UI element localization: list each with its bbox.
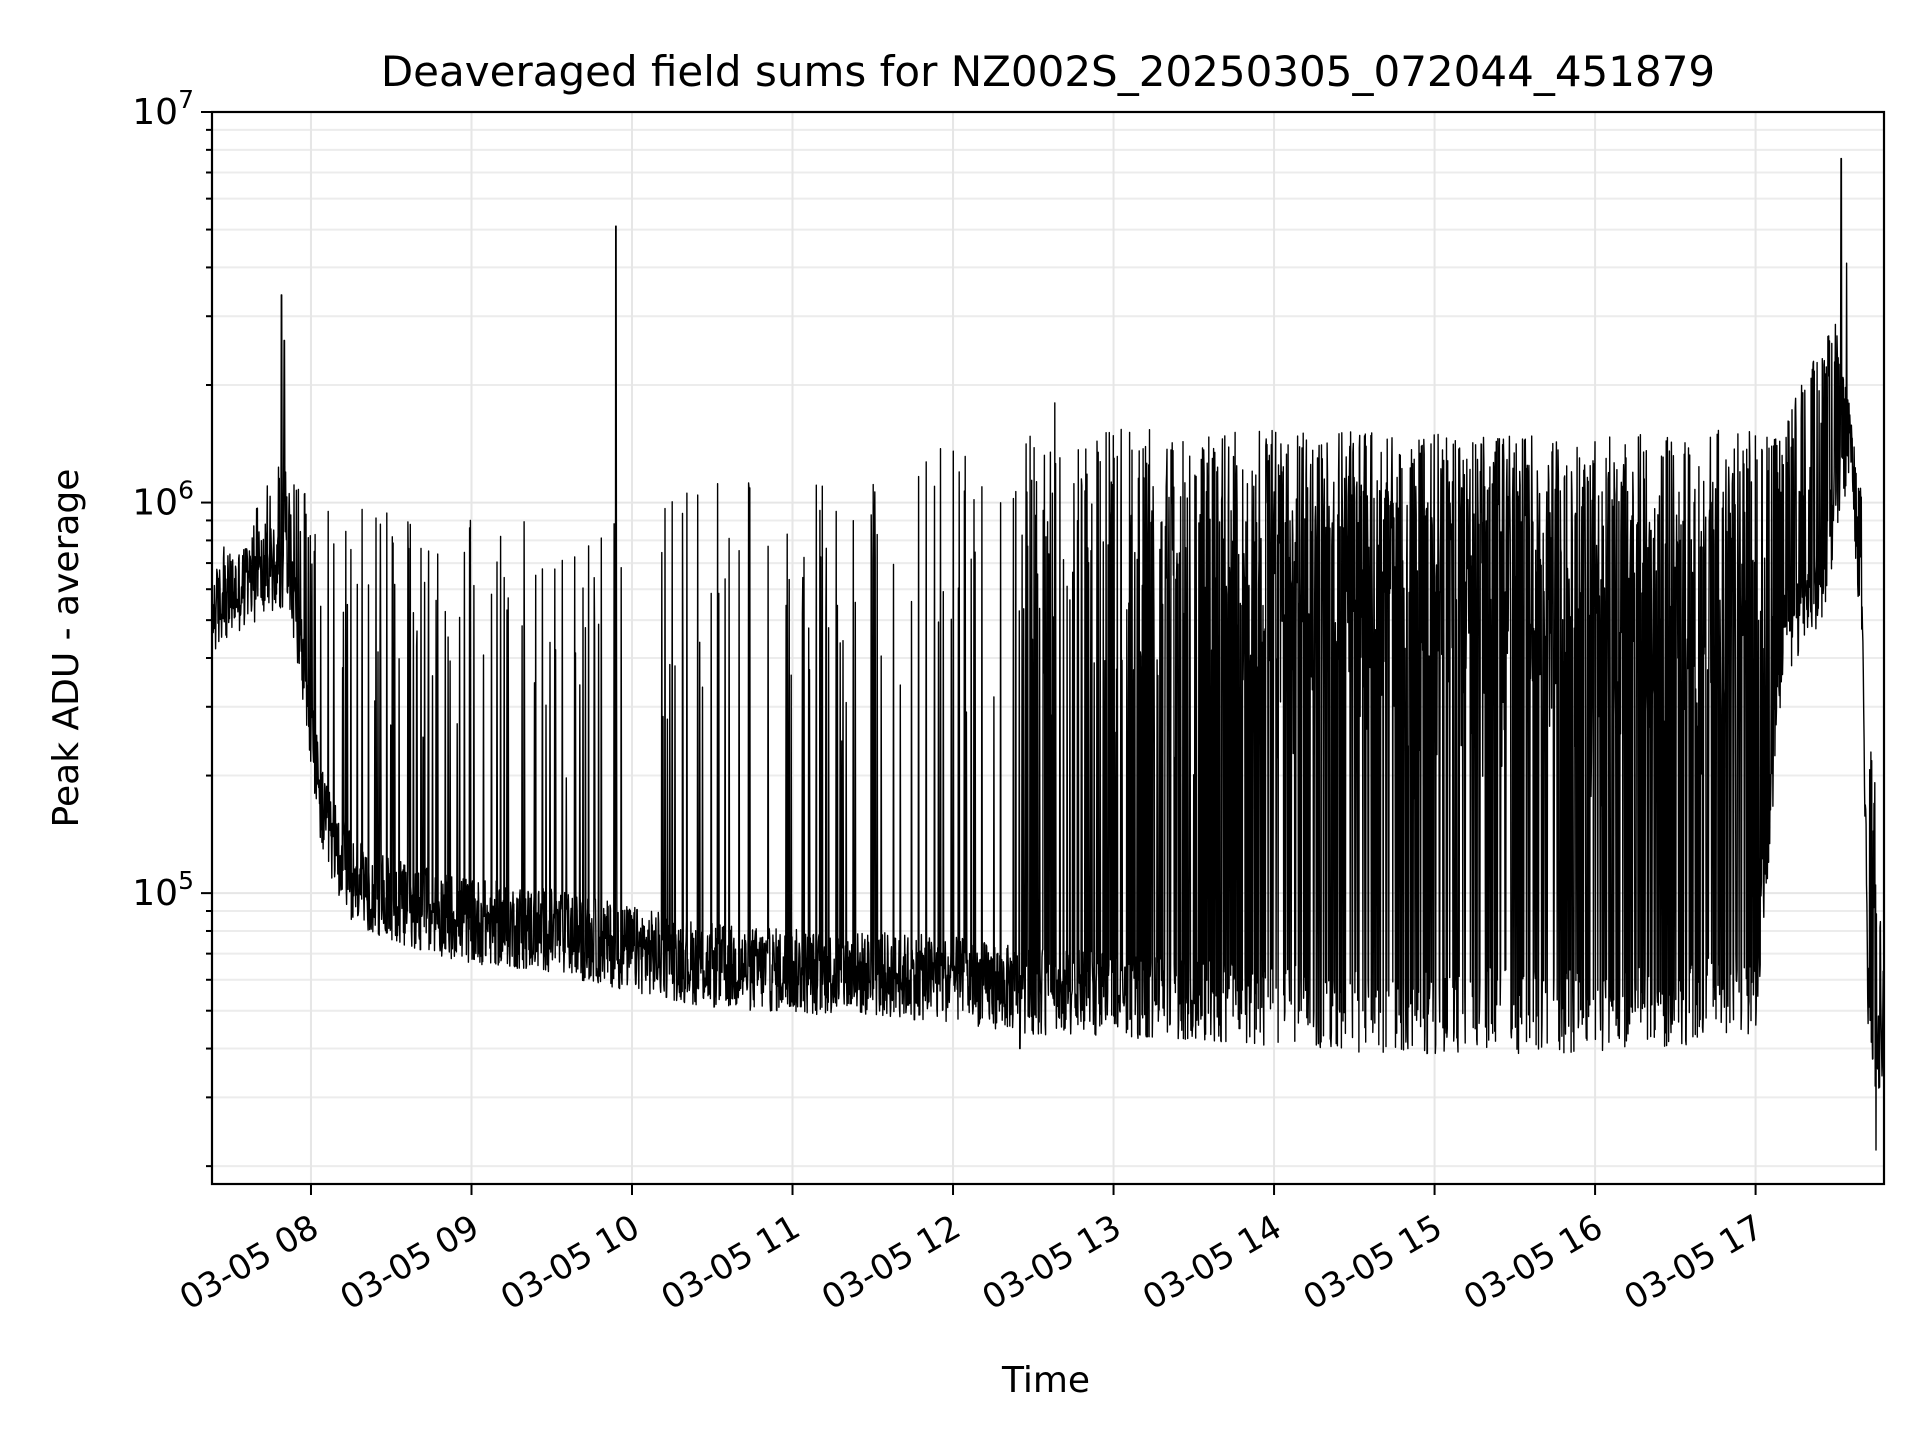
- y-axis: 105 106 107: [132, 85, 212, 1168]
- series-line: [211, 157, 1885, 1151]
- plot-area: [211, 157, 1885, 1151]
- plot-frame: [210, 110, 1886, 1186]
- x-axis-label: Time: [1001, 1360, 1090, 1401]
- y-tick-label: 107: [132, 85, 194, 133]
- y-tick-label: 106: [132, 476, 194, 524]
- chart-title: Deaveraged field sums for NZ002S_2025030…: [381, 47, 1715, 96]
- y-axis-label: Peak ADU - average: [46, 469, 87, 828]
- y-tick-label: 105: [132, 866, 194, 914]
